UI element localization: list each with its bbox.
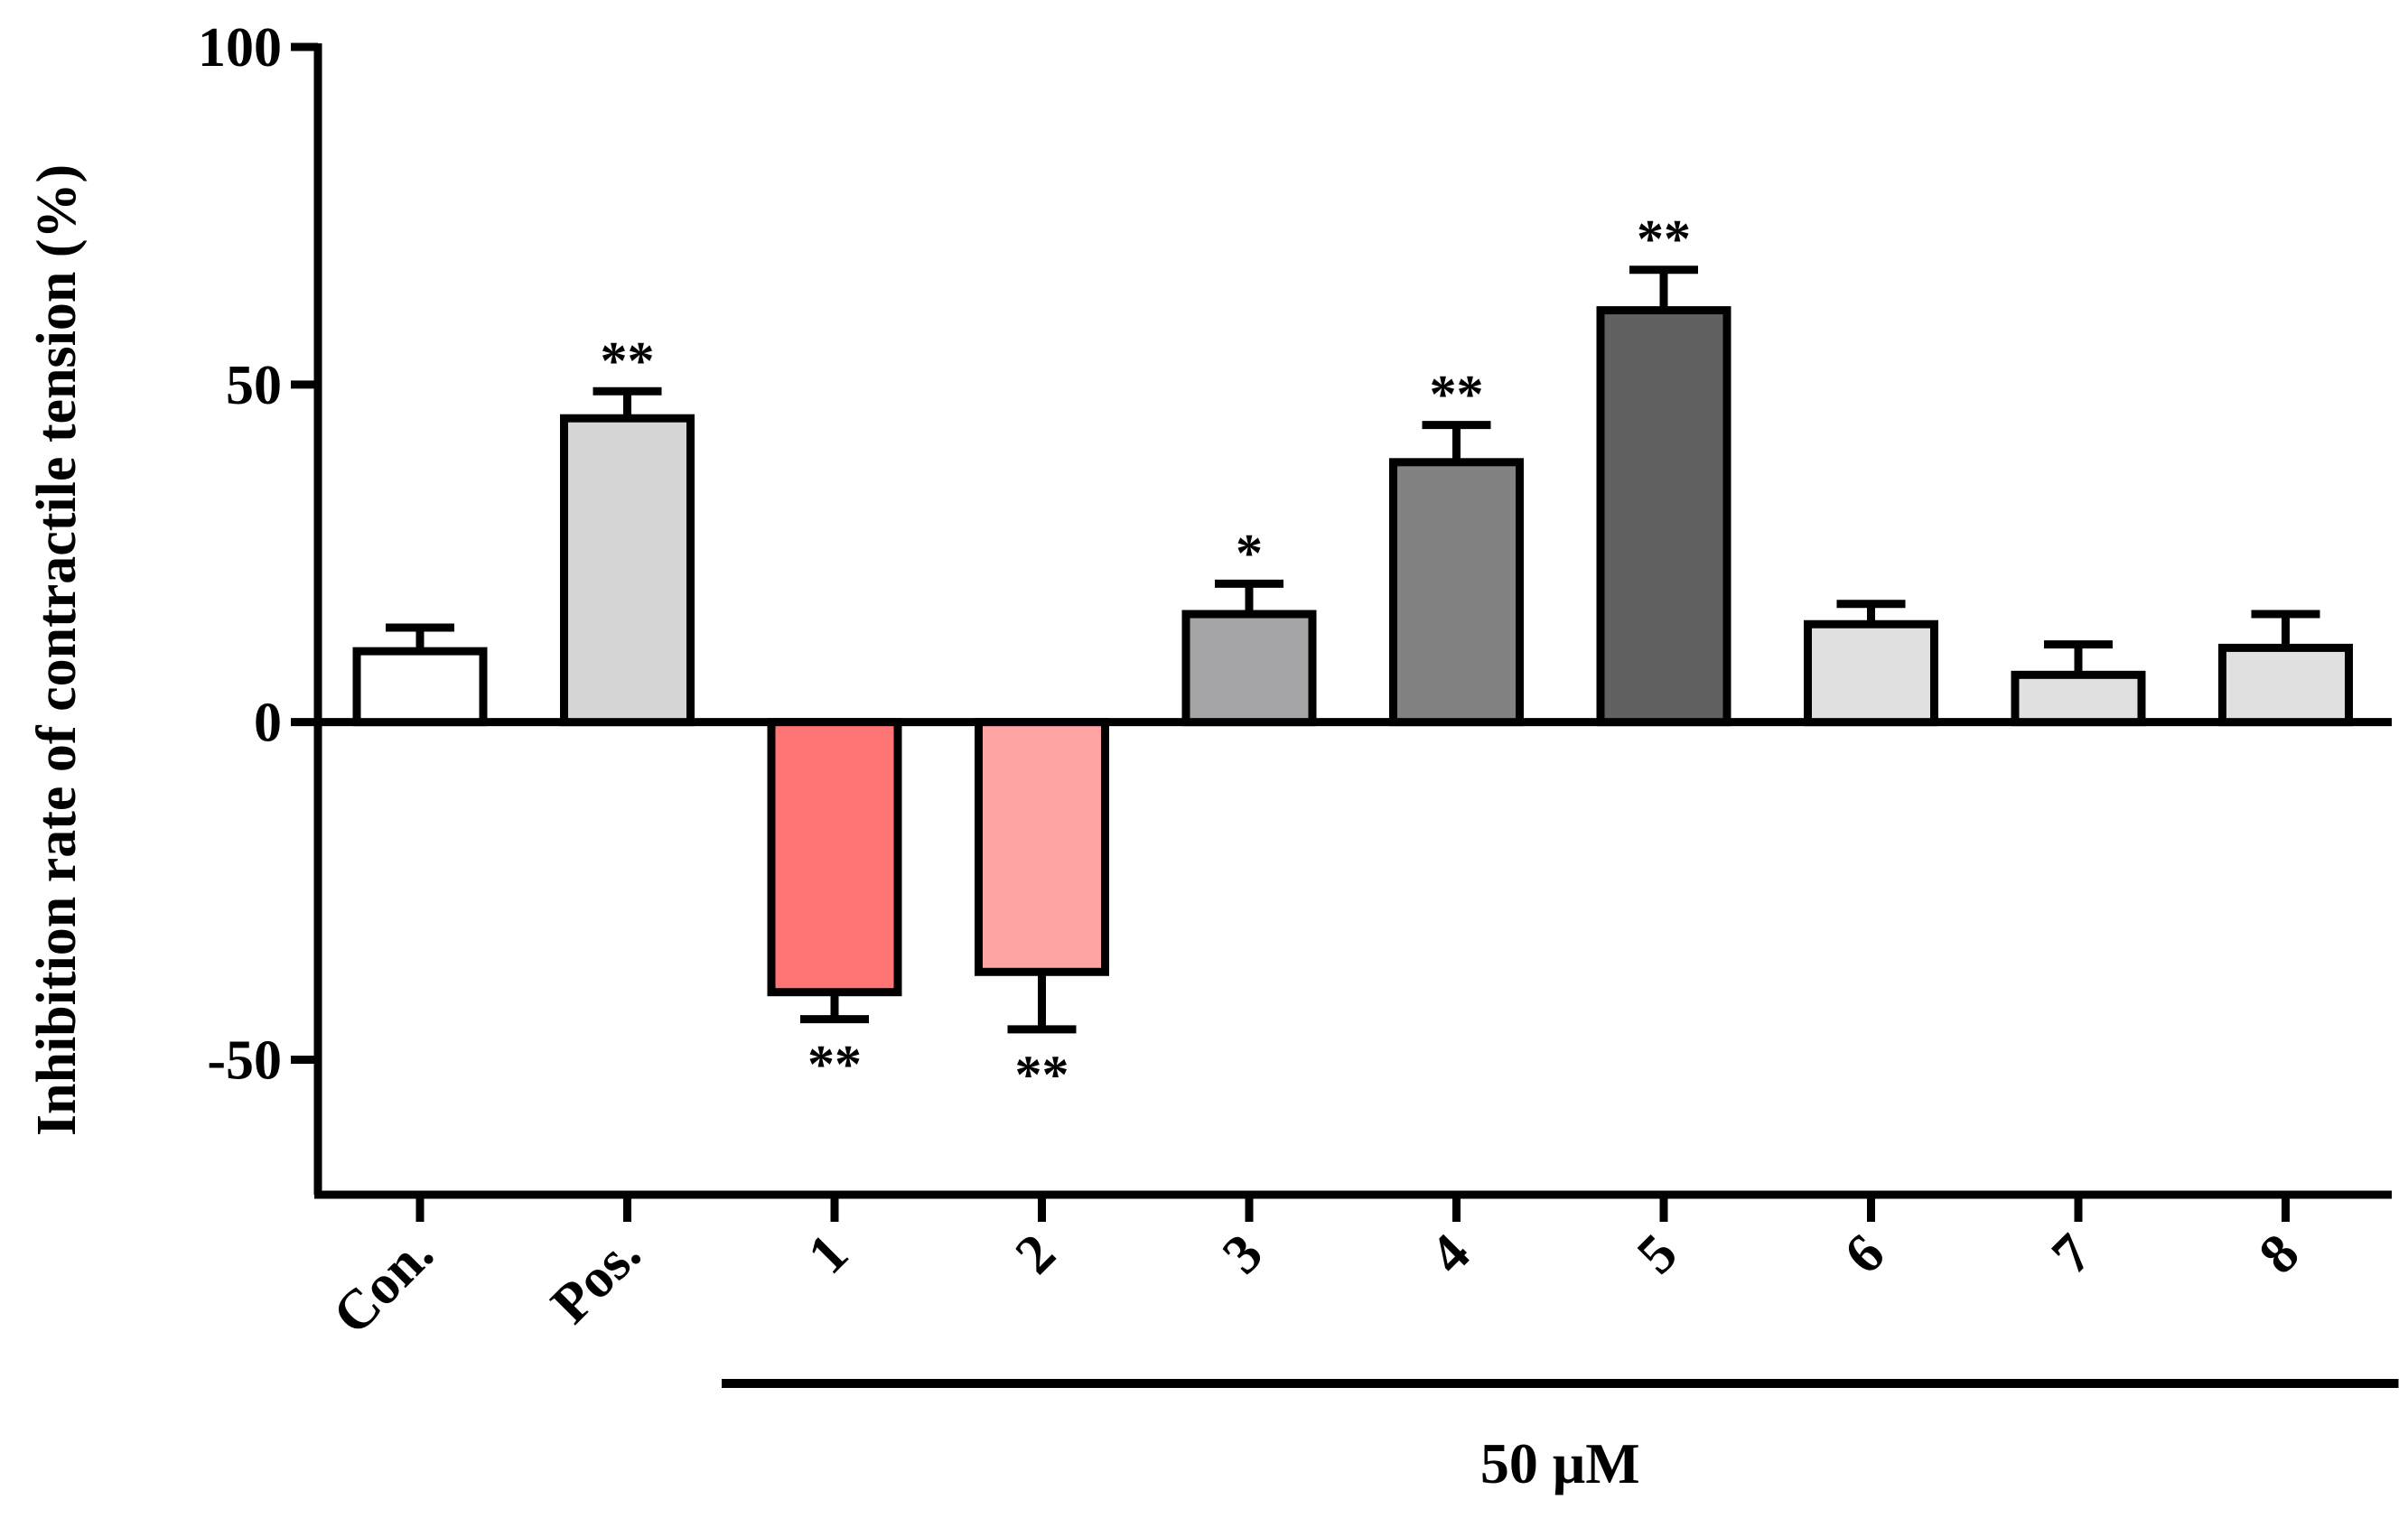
bars: **** ******* (352, 210, 2353, 1104)
significance-marker: ** (1637, 210, 1691, 269)
bar (2011, 670, 2146, 727)
significance-marker: ** (1430, 365, 1484, 424)
bar (1181, 610, 1317, 727)
bar (767, 718, 902, 997)
y-axis-title: Inhibition rate of contractile tension (… (26, 164, 88, 1136)
x-tick-label: Pos. (540, 1223, 653, 1336)
bar (560, 414, 695, 727)
x-tick-label: Con. (322, 1223, 445, 1346)
y-axis-title-group: Inhibition rate of contractile tension (… (26, 164, 88, 1136)
significance-marker: * (1236, 523, 1263, 582)
x-tick-label: 3 (1211, 1223, 1274, 1286)
x-tick-label: 5 (1626, 1223, 1689, 1286)
bar (975, 718, 1109, 976)
x-tick-label: 6 (1833, 1223, 1896, 1286)
x-tick-label: 2 (1003, 1223, 1067, 1286)
x-tick-label: 4 (1418, 1223, 1481, 1286)
bar (1389, 458, 1524, 727)
significance-marker: ** (1015, 1045, 1069, 1104)
y-tick-label: -50 (207, 1029, 282, 1091)
bar (1804, 619, 1938, 727)
y-tick-label: 50 (226, 355, 282, 416)
y-tick-label: 100 (198, 17, 282, 79)
bar (352, 647, 488, 727)
x-tick-label: 8 (2247, 1223, 2310, 1286)
significance-marker: ** (807, 1035, 862, 1094)
x-tick-label: 7 (2040, 1223, 2104, 1286)
y-tick-label: 0 (254, 693, 282, 754)
x-tick-label: 1 (797, 1223, 860, 1286)
group-label: 50 μM (1480, 1431, 1640, 1495)
category-labels: Con. Pos. 1 2 3 4 5 6 7 8 (322, 1223, 2311, 1346)
dose-group: 50 μM (722, 1379, 2399, 1495)
bar (1596, 306, 1731, 727)
significance-marker: ** (601, 331, 655, 390)
bar (2218, 643, 2353, 727)
